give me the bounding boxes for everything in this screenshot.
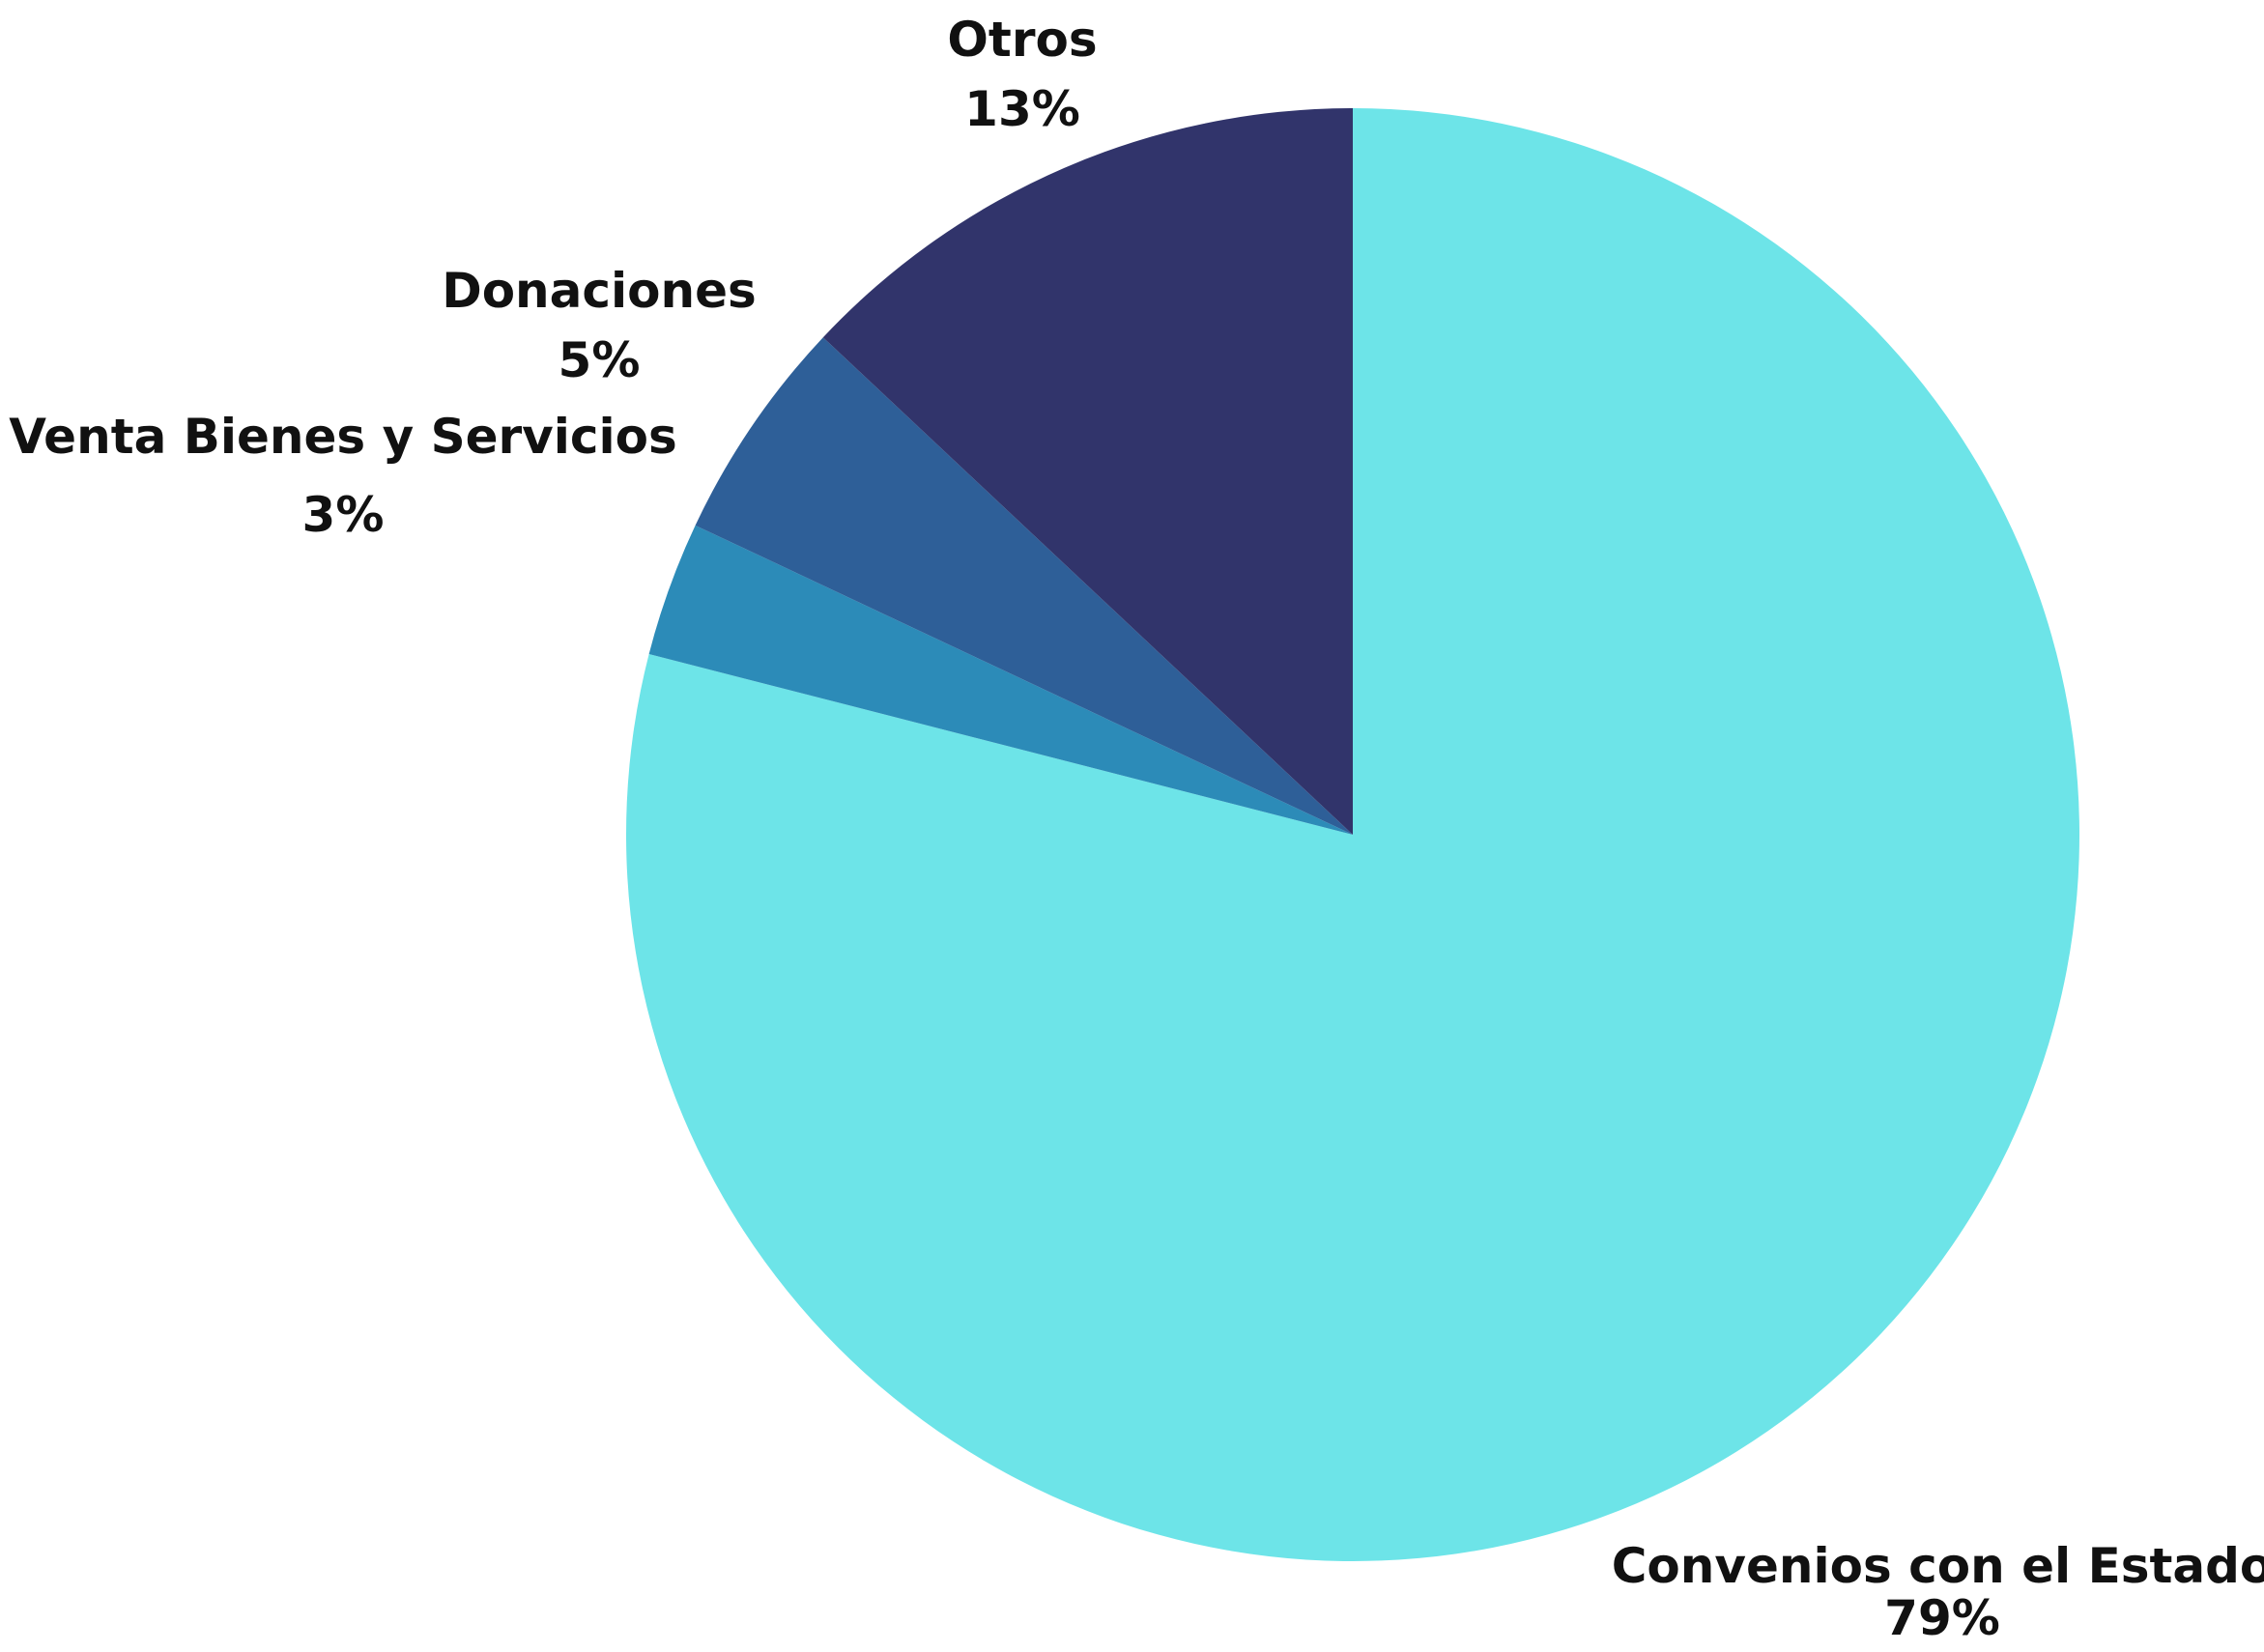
pie-labels: Otros 13% Donaciones 5% Venta Bienes y S… bbox=[9, 12, 2264, 1646]
slice-label-venta-bienes-y-servicios: Venta Bienes y Servicios bbox=[9, 409, 677, 465]
pie-slice-venta-bienes-y-servicios bbox=[648, 525, 1353, 835]
slice-label-donaciones: Donaciones bbox=[442, 263, 757, 319]
slice-label-otros: Otros bbox=[947, 12, 1097, 68]
slice-value-venta-bienes-y-servicios: 3% bbox=[302, 487, 385, 543]
pie-slices bbox=[626, 108, 2079, 1562]
slice-label-convenios-con-el-estado: Convenios con el Estado bbox=[1612, 1538, 2264, 1594]
slice-value-otros: 13% bbox=[964, 81, 1080, 137]
pie-slice-otros bbox=[822, 108, 1353, 835]
pie-slice-donaciones bbox=[695, 337, 1353, 835]
pie-slice-convenios-con-el-estado bbox=[626, 108, 2079, 1562]
slice-value-convenios-con-el-estado: 79% bbox=[1884, 1590, 2000, 1646]
slice-value-donaciones: 5% bbox=[559, 332, 641, 388]
